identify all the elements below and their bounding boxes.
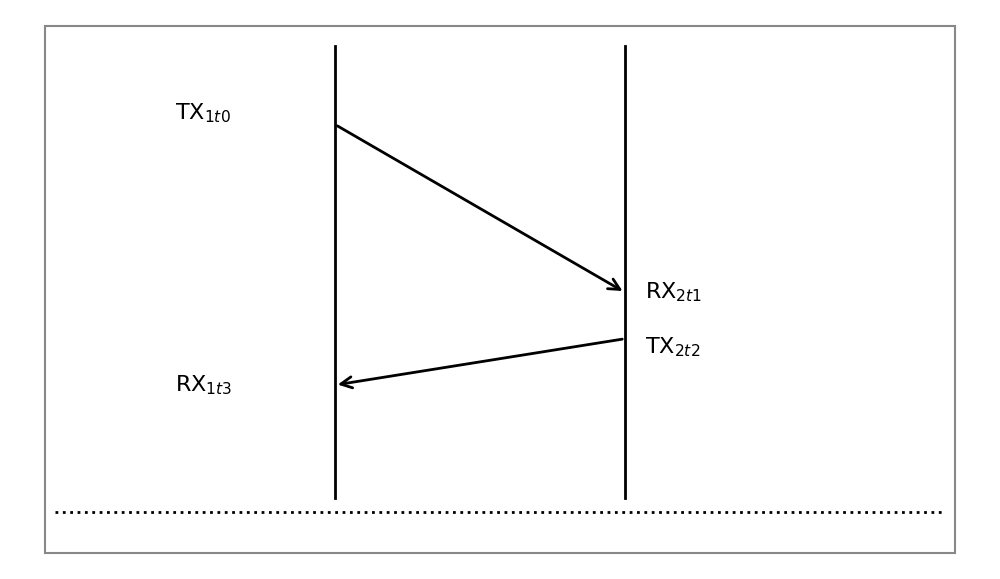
Text: $\mathrm{TX}_{2t2}$: $\mathrm{TX}_{2t2}$ — [645, 336, 700, 359]
Text: $\mathrm{RX}_{2t1}$: $\mathrm{RX}_{2t1}$ — [645, 281, 702, 304]
FancyBboxPatch shape — [45, 26, 955, 553]
Text: $\mathrm{TX}_{1t0}$: $\mathrm{TX}_{1t0}$ — [175, 101, 231, 124]
Text: $\mathrm{RX}_{1t3}$: $\mathrm{RX}_{1t3}$ — [175, 373, 232, 397]
